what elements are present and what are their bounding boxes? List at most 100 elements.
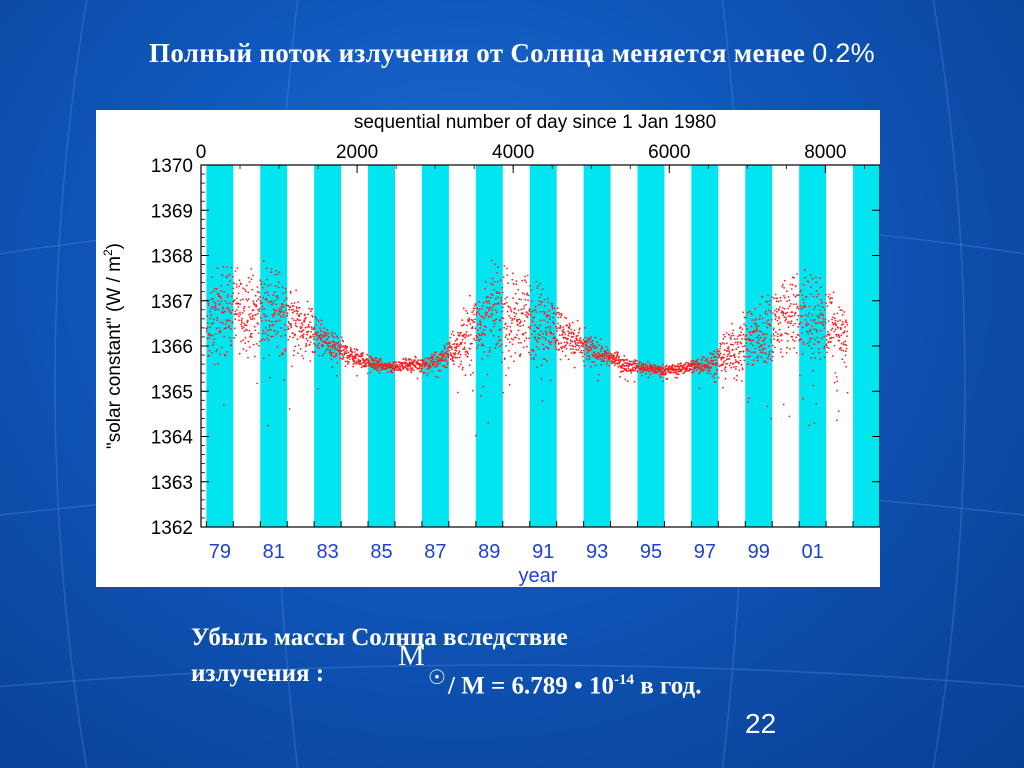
data-point-2724 [756, 328, 758, 331]
data-point-2619 [734, 359, 737, 361]
data-point-1309 [470, 333, 472, 336]
data-point-2271 [664, 366, 667, 368]
data-point-2727 [756, 356, 759, 359]
data-point-849 [377, 364, 379, 367]
data-point-107 [227, 294, 229, 296]
data-point-3159 [843, 343, 846, 346]
data-point-2837 [778, 328, 781, 331]
data-point-3165 [845, 319, 847, 322]
slide-title-value: 0.2% [812, 38, 875, 68]
data-point-516 [309, 341, 312, 344]
data-point-280 [262, 332, 264, 335]
data-point-2047 [619, 375, 621, 378]
data-point-3162 [844, 354, 847, 357]
data-point-381 [282, 292, 285, 295]
data-point-422 [290, 302, 293, 305]
data-point-728 [352, 363, 355, 366]
data-point-124 [230, 344, 233, 346]
data-point-2509 [712, 353, 715, 356]
data-point-1470 [502, 317, 505, 320]
data-point-3054 [822, 324, 825, 327]
data-point-2605 [731, 348, 734, 351]
data-point-471 [300, 326, 303, 329]
data-point-793 [365, 365, 368, 367]
data-point-3103 [832, 336, 835, 339]
data-point-861 [379, 357, 382, 360]
data-point-1255 [459, 343, 461, 346]
data-point-461 [298, 314, 301, 316]
data-point-432 [292, 354, 295, 357]
data-point-502 [306, 339, 309, 342]
data-point-2728 [756, 359, 759, 362]
data-point-2675 [746, 338, 748, 341]
data-point-1845 [578, 339, 581, 342]
data-point-163 [238, 285, 241, 288]
data-point-2571 [725, 370, 727, 373]
data-point-1684 [545, 333, 548, 336]
data-point-363 [278, 355, 281, 357]
data-point-695 [345, 349, 348, 352]
data-point-2864 [784, 319, 787, 322]
data-point-1371 [482, 344, 485, 347]
data-point-796 [366, 353, 369, 356]
data-point-2427 [695, 360, 698, 363]
data-point-1214 [450, 346, 453, 349]
data-point-2607 [732, 362, 735, 365]
top-tick-label-4000: 4000 [492, 142, 534, 163]
data-point-337 [273, 291, 276, 293]
data-point-412 [288, 408, 291, 410]
data-point-554 [317, 337, 320, 340]
data-point-2990 [809, 293, 812, 295]
data-point-1501 [508, 384, 511, 386]
data-point-1868 [583, 349, 585, 352]
data-point-1366 [481, 357, 484, 360]
data-point-1417 [491, 294, 494, 297]
data-point-1502 [509, 341, 511, 344]
data-point-1492 [507, 338, 509, 341]
data-point-2818 [775, 331, 777, 334]
data-point-179 [241, 312, 244, 314]
data-point-45 [214, 302, 217, 305]
data-point-3104 [832, 291, 835, 294]
data-point-1650 [538, 334, 541, 337]
data-point-1305 [469, 348, 471, 350]
data-point-1539 [516, 302, 519, 305]
data-point-2646 [740, 331, 742, 334]
data-point-1932 [595, 354, 598, 357]
data-point-2023 [614, 360, 617, 363]
data-point-222 [250, 268, 253, 270]
data-point-76 [220, 346, 223, 349]
data-point-828 [372, 366, 375, 369]
data-point-2792 [769, 325, 772, 327]
data-point-16 [208, 349, 211, 352]
data-point-1596 [528, 351, 530, 354]
data-point-606 [328, 335, 330, 338]
data-point-267 [259, 300, 262, 302]
data-point-2634 [737, 356, 740, 359]
data-point-1473 [503, 326, 505, 329]
data-point-2055 [620, 370, 623, 373]
data-point-46 [214, 305, 217, 308]
data-point-105 [226, 296, 229, 298]
data-point-2651 [741, 338, 743, 340]
data-point-1367 [481, 315, 484, 318]
data-point-1188 [445, 360, 448, 362]
data-point-2888 [789, 348, 791, 350]
data-point-1315 [471, 311, 473, 314]
data-point-1415 [491, 309, 494, 311]
data-point-278 [261, 286, 264, 289]
data-point-377 [281, 286, 284, 289]
data-point-2547 [720, 343, 722, 346]
data-point-1496 [507, 305, 510, 307]
data-point-431 [292, 305, 295, 308]
data-point-654 [337, 341, 340, 343]
data-point-602 [327, 344, 329, 347]
data-point-1345 [477, 344, 480, 347]
data-point-224 [250, 336, 253, 339]
data-point-2652 [741, 328, 744, 331]
data-point-2579 [726, 362, 729, 365]
data-point-1592 [527, 299, 529, 302]
data-point-1208 [449, 352, 452, 354]
data-point-3065 [824, 293, 827, 296]
y-axis-label: "solar constant" (W / m2) [101, 243, 125, 449]
